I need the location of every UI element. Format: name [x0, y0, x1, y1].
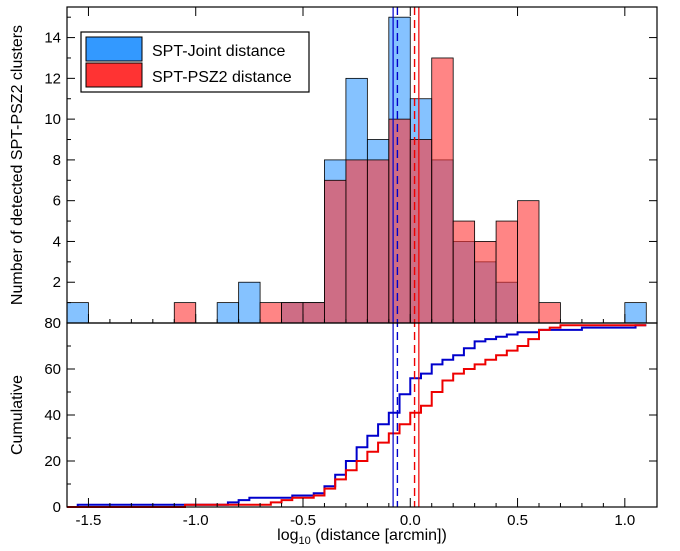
histogram-bar-spt-joint-0: [66, 302, 89, 324]
histogram-bar-spt-joint-2: [238, 281, 261, 324]
histogram-y-tick-label: 8: [53, 152, 61, 169]
cumulative-line-spt-joint: [67, 324, 647, 508]
x-tick-label: -1.0: [183, 512, 209, 529]
histogram-y-tick-label: 6: [53, 193, 61, 210]
x-axis-title: log10 (distance [arcmin]): [277, 527, 447, 547]
x-tick-label: 0.5: [507, 512, 528, 529]
histogram-bar-spt-psz2-4: [324, 179, 347, 324]
legend-swatch-spt-psz2: [85, 62, 143, 88]
cumulative-y-axis-title: Cumulative: [9, 375, 26, 455]
histogram-bar-spt-psz2-14: [538, 302, 561, 324]
cumulative-y-tick-label: 20: [44, 453, 61, 470]
histogram-bar-spt-psz2-2: [281, 302, 304, 324]
x-axis-title-rest: (distance [arcmin]): [311, 527, 447, 544]
histogram-bar-spt-joint-14: [624, 302, 647, 324]
histogram-bar-spt-psz2-1: [259, 302, 282, 324]
cumulative-y-tick-label: 80: [44, 315, 61, 332]
cumulative-y-tick-label: 40: [44, 407, 61, 424]
histogram-y-tick-label: 4: [53, 233, 61, 250]
median-vertical-lines: [392, 7, 420, 507]
legend-label-spt-psz2: SPT-PSZ2 distance: [152, 69, 292, 86]
histogram-bar-spt-psz2-5: [345, 159, 368, 324]
x-tick-label: 1.0: [614, 512, 635, 529]
cumulative-line-spt-psz2: [67, 324, 647, 508]
histogram-bar-spt-psz2-0: [173, 302, 197, 324]
histogram-bar-spt-joint-1: [216, 302, 240, 324]
histogram-y-tick-label: 2: [53, 274, 61, 291]
cumulative-panel-frame: [67, 323, 657, 507]
histogram-bar-spt-psz2-12: [495, 220, 518, 324]
histogram-bar-spt-psz2-7: [388, 118, 411, 324]
cumulative-y-tick-label: 60: [44, 361, 61, 378]
legend-swatch-spt-joint: [85, 36, 143, 62]
histogram-bar-spt-psz2-10: [452, 220, 476, 324]
x-axis-title-log: log: [277, 527, 298, 544]
cumulative-y-tick-label: 0: [53, 499, 61, 516]
histogram-y-axis-title: Number of detected SPT-PSZ2 clusters: [9, 25, 26, 305]
histogram-bars-spt-psz2: [173, 57, 561, 324]
histogram-bar-spt-psz2-6: [366, 159, 390, 324]
x-tick-label: 0.0: [400, 512, 421, 529]
x-tick-label: -1.5: [76, 512, 102, 529]
histogram-y-tick-label: 10: [44, 111, 61, 128]
histogram-bar-spt-psz2-9: [431, 57, 454, 324]
x-axis-title-subscript: 10: [299, 535, 311, 547]
histogram-y-tick-label: 14: [44, 30, 61, 47]
histogram-bar-spt-psz2-3: [302, 302, 325, 324]
cumulative-lines: [67, 324, 647, 508]
histogram-bar-spt-psz2-11: [474, 241, 497, 324]
legend-label-spt-joint: SPT-Joint distance: [152, 43, 286, 60]
histogram-y-tick-label: 12: [44, 70, 61, 87]
x-tick-label: -0.5: [290, 512, 316, 529]
legend: SPT-Joint distance SPT-PSZ2 distance: [80, 31, 310, 93]
histogram-bar-spt-psz2-8: [409, 139, 433, 324]
axes: 2 4 6 8 10 12 14 0 20 40 60 80 -1.5 -1.0 -0.5 0.0 0.5 1.0: [44, 6, 658, 529]
histogram-bar-spt-psz2-13: [517, 200, 540, 324]
